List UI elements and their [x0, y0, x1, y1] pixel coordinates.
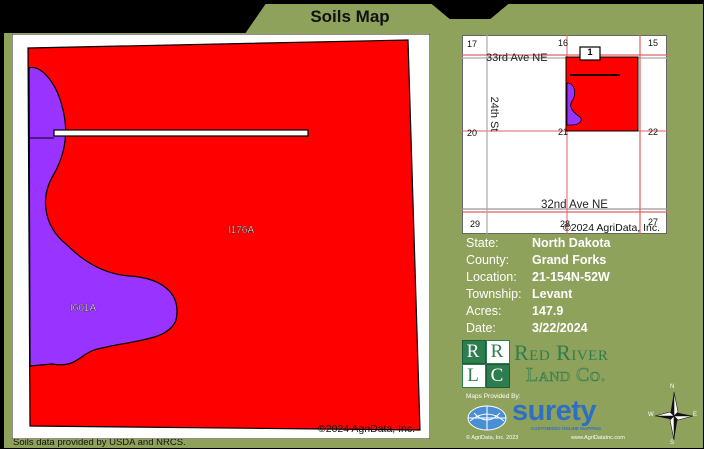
- field-marker-label: 1: [587, 47, 593, 57]
- section-number-17: 17: [467, 39, 478, 49]
- township-label: Township:: [466, 287, 522, 301]
- logo-initial-r1: R: [466, 341, 480, 362]
- compass-rose-icon: [654, 391, 694, 441]
- acres-value: 147.9: [532, 304, 564, 318]
- maps-provided-by: Maps Provided By:: [466, 393, 521, 400]
- section-number-22: 22: [648, 127, 659, 137]
- soil-polygon-i601a: [28, 66, 178, 367]
- section-number-28: 28: [560, 219, 571, 229]
- county-label: County:: [466, 253, 510, 267]
- drain-line: [53, 129, 309, 137]
- compass-north: N: [670, 384, 675, 390]
- surety-wordmark: surety: [512, 395, 597, 427]
- section-number-27: 27: [648, 217, 659, 227]
- logo-initial-c: C: [490, 365, 504, 386]
- compass-west: W: [648, 412, 654, 418]
- red-river-land-co-logo: R R L C Red River Land Co.: [462, 340, 642, 388]
- page-title: Soils Map: [310, 7, 390, 26]
- soil-label-i176a: I176A: [228, 225, 255, 236]
- surety-globe-icon: [467, 405, 507, 431]
- compass-east: E: [693, 412, 698, 418]
- logo-initial-l: L: [467, 365, 479, 386]
- soils-map: [12, 34, 430, 439]
- date-value: 3/22/2024: [532, 321, 588, 335]
- location-label: Location:: [466, 270, 517, 284]
- section-number-21: 21: [558, 127, 569, 137]
- compass-south: S: [670, 440, 675, 446]
- state-label: State:: [466, 236, 499, 250]
- surety-tagline: CUSTOMIZED ONLINE MAPPING: [531, 426, 602, 431]
- logo-name-line2: Land Co.: [526, 364, 606, 387]
- date-label: Date:: [466, 321, 496, 335]
- road-label-33rd-ave-ne: 33rd Ave NE: [486, 52, 548, 64]
- soil-label-i601a: I601A: [70, 303, 97, 314]
- section-number-20: 20: [467, 128, 478, 138]
- agridata-website: www.AgriDataInc.com: [571, 435, 625, 441]
- locator-copyright: ©2024 AgriData, Inc.: [563, 222, 661, 234]
- section-number-15: 15: [648, 38, 659, 48]
- soils-data-source-note: Soils data provided by USDA and NRCS.: [13, 437, 186, 448]
- soil-polygon-i176a: [27, 39, 421, 431]
- county-value: Grand Forks: [532, 253, 607, 267]
- township-value: Levant: [532, 287, 573, 301]
- logo-name-line1: Red River: [514, 340, 609, 365]
- location-value: 21-154N-52W: [532, 270, 610, 284]
- acres-label: Acres:: [466, 304, 502, 318]
- property-info: State: North Dakota County: Grand Forks …: [466, 236, 666, 336]
- logo-initial-r2: R: [490, 341, 504, 362]
- map-copyright: ©2024 AgriData, Inc.: [318, 423, 416, 435]
- section-number-29: 29: [470, 219, 481, 229]
- state-value: North Dakota: [532, 236, 611, 250]
- road-label-32nd-ave-ne: 32nd Ave NE: [541, 199, 608, 211]
- agridata-copyright: © AgriData, Inc. 2023: [466, 435, 519, 441]
- locator-map: [462, 35, 667, 234]
- road-label-24th-st: 24th St: [488, 96, 500, 132]
- section-number-16: 16: [558, 38, 569, 48]
